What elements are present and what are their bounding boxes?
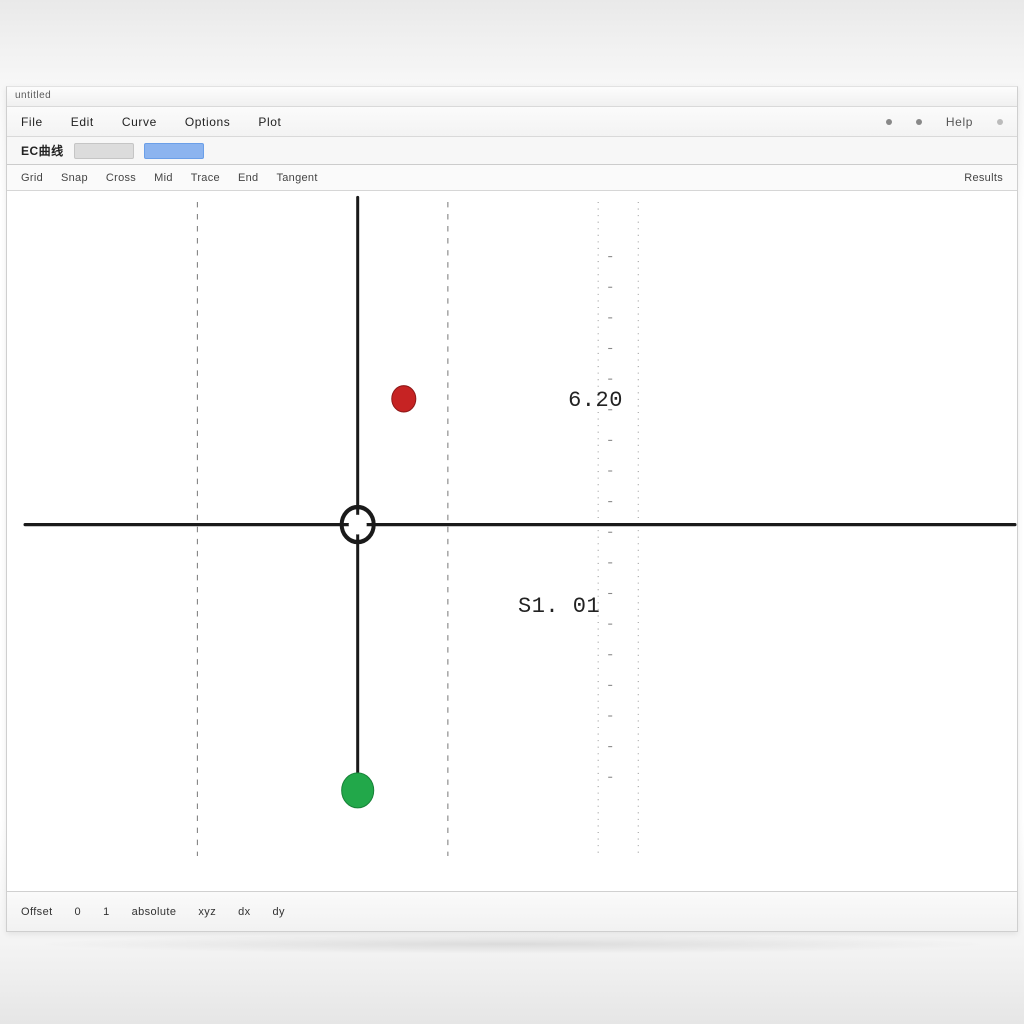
opt-grid[interactable]: Grid (21, 172, 43, 184)
floor-shadow (30, 934, 994, 954)
opt-end[interactable]: End (238, 172, 258, 184)
menu-file[interactable]: File (21, 115, 43, 129)
mode-pill-1[interactable] (74, 143, 134, 159)
opt-tangent[interactable]: Tangent (276, 172, 317, 184)
mode-pill-2[interactable] (144, 143, 204, 159)
menu-plot[interactable]: Plot (258, 115, 281, 129)
menu-help[interactable]: Help (946, 115, 973, 129)
window-dot-icon (997, 119, 1003, 125)
status-absolute: absolute (132, 906, 177, 918)
label-center: S1. 01 (518, 594, 600, 619)
status-dy: dy (273, 906, 285, 918)
toolbar-label: EC曲线 (21, 142, 64, 159)
status-xyz: xyz (198, 906, 216, 918)
status-dx: dx (238, 906, 250, 918)
opt-trace[interactable]: Trace (191, 172, 220, 184)
menu-edit[interactable]: Edit (71, 115, 94, 129)
toolbar-secondary: EC曲线 (7, 137, 1017, 165)
menu-curve[interactable]: Curve (122, 115, 157, 129)
toolbar-options: Grid Snap Cross Mid Trace End Tangent Re… (7, 165, 1017, 191)
plot-canvas[interactable]: 6.20 S1. 01 (7, 191, 1017, 891)
status-offset: Offset (21, 906, 53, 918)
opt-cross[interactable]: Cross (106, 172, 136, 184)
label-top: 6.20 (568, 388, 623, 413)
menu-options[interactable]: Options (185, 115, 231, 129)
statusbar: Offset 0 1 absolute xyz dx dy (7, 891, 1017, 931)
titlebar-text: untitled (15, 90, 51, 101)
plot-svg (7, 191, 1017, 891)
app-window: untitled File Edit Curve Options Plot He… (6, 86, 1018, 932)
menubar: File Edit Curve Options Plot Help (7, 107, 1017, 137)
titlebar: untitled (7, 87, 1017, 107)
status-val-0: 0 (75, 906, 82, 918)
opt-results[interactable]: Results (964, 172, 1003, 184)
status-dot-icon (886, 119, 892, 125)
opt-snap[interactable]: Snap (61, 172, 88, 184)
status-val-1: 1 (103, 906, 110, 918)
settings-dot-icon (916, 119, 922, 125)
opt-mid[interactable]: Mid (154, 172, 173, 184)
